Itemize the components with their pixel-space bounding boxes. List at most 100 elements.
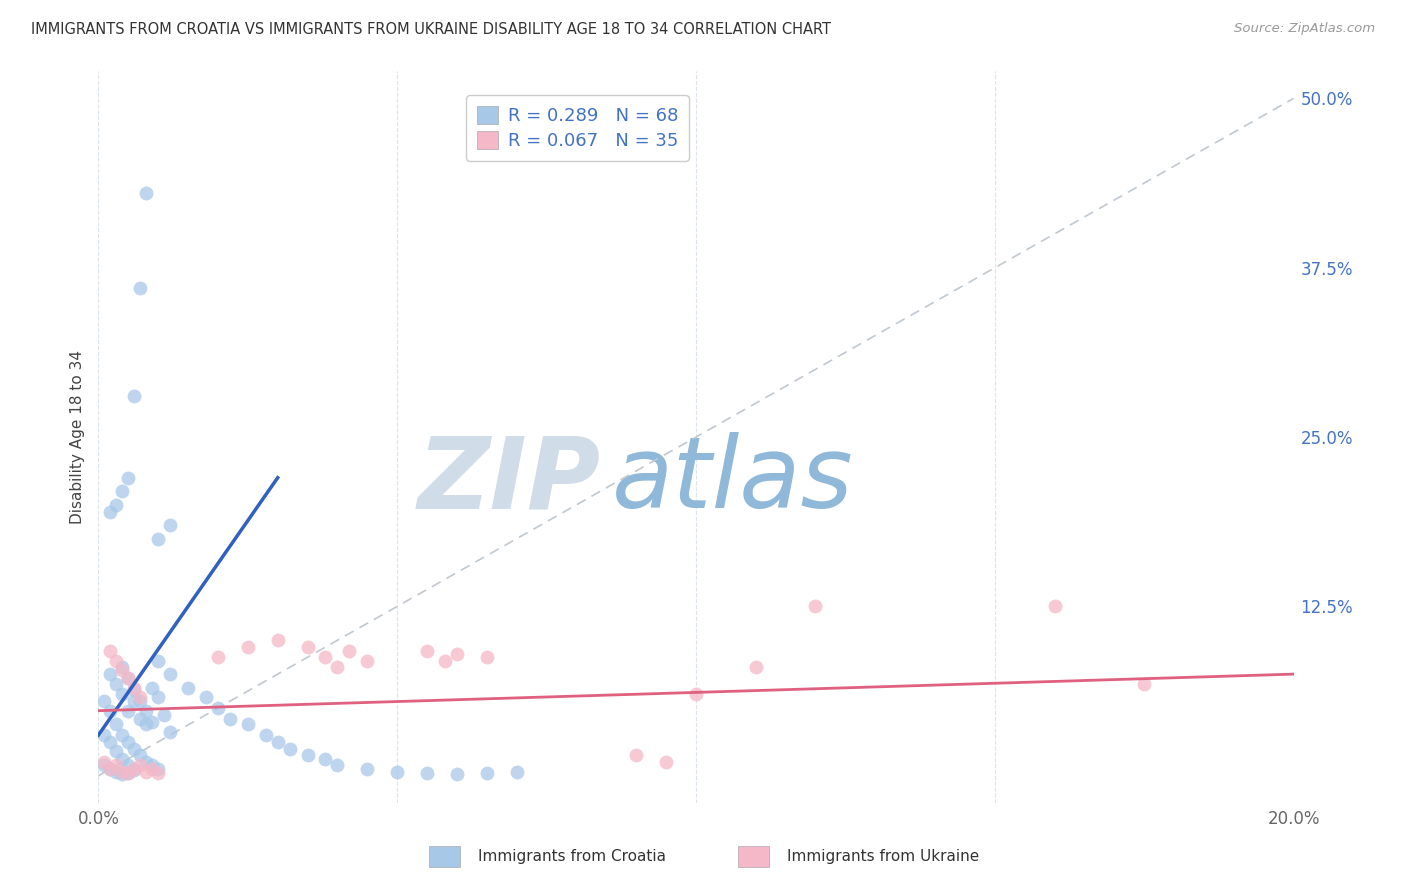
- Point: [117, 766, 139, 780]
- Point: [117, 735, 139, 749]
- Point: [195, 690, 218, 705]
- Point: [111, 660, 134, 674]
- Y-axis label: Disability Age 18 to 34: Disability Age 18 to 34: [69, 350, 84, 524]
- Point: [475, 649, 498, 664]
- Point: [159, 518, 181, 533]
- Point: [1043, 599, 1066, 614]
- Point: [98, 667, 122, 681]
- Point: [356, 654, 378, 668]
- Point: [105, 757, 128, 772]
- Point: [278, 741, 301, 756]
- Point: [129, 281, 152, 295]
- Point: [135, 186, 157, 201]
- Text: Immigrants from Ukraine: Immigrants from Ukraine: [787, 849, 980, 863]
- Point: [315, 752, 337, 766]
- Text: Source: ZipAtlas.com: Source: ZipAtlas.com: [1234, 22, 1375, 36]
- Point: [339, 644, 361, 658]
- Point: [105, 717, 128, 731]
- Point: [141, 714, 163, 729]
- Point: [135, 704, 157, 718]
- Point: [148, 690, 170, 705]
- Point: [98, 762, 122, 776]
- Point: [124, 764, 146, 778]
- Point: [177, 681, 200, 695]
- Point: [135, 717, 157, 731]
- Point: [655, 755, 678, 769]
- Point: [326, 660, 349, 674]
- Point: [236, 717, 259, 731]
- Point: [111, 764, 134, 779]
- Point: [129, 690, 152, 705]
- Point: [297, 748, 319, 763]
- Point: [416, 644, 439, 658]
- Text: atlas: atlas: [613, 433, 853, 530]
- Point: [117, 766, 139, 780]
- Point: [105, 744, 128, 758]
- Point: [159, 725, 181, 739]
- Point: [124, 741, 146, 756]
- Legend: R = 0.289   N = 68, R = 0.067   N = 35: R = 0.289 N = 68, R = 0.067 N = 35: [465, 95, 689, 161]
- Point: [626, 748, 648, 763]
- Point: [148, 532, 170, 546]
- Point: [111, 484, 134, 499]
- Point: [148, 654, 170, 668]
- Point: [111, 752, 134, 766]
- Point: [141, 757, 163, 772]
- Point: [98, 644, 122, 658]
- Point: [135, 755, 157, 769]
- Point: [148, 762, 170, 776]
- Point: [117, 671, 139, 685]
- Point: [98, 505, 122, 519]
- Point: [111, 767, 134, 781]
- Point: [236, 640, 259, 654]
- Point: [416, 766, 439, 780]
- Point: [804, 599, 827, 614]
- Point: [297, 640, 319, 654]
- Point: [98, 704, 122, 718]
- Point: [93, 755, 115, 769]
- Point: [267, 735, 290, 749]
- Point: [105, 764, 128, 779]
- Point: [98, 735, 122, 749]
- Point: [129, 757, 152, 772]
- Point: [98, 762, 122, 776]
- Point: [117, 471, 139, 485]
- Point: [207, 701, 229, 715]
- Point: [475, 766, 498, 780]
- Point: [446, 767, 468, 781]
- Text: Immigrants from Croatia: Immigrants from Croatia: [478, 849, 666, 863]
- Point: [434, 654, 457, 668]
- Point: [117, 757, 139, 772]
- Point: [446, 647, 468, 661]
- Point: [135, 764, 157, 779]
- Point: [105, 676, 128, 690]
- Point: [117, 704, 139, 718]
- Point: [129, 748, 152, 763]
- Point: [124, 389, 146, 403]
- Point: [93, 728, 115, 742]
- Point: [207, 649, 229, 664]
- Point: [105, 498, 128, 512]
- Point: [124, 762, 146, 776]
- Point: [385, 764, 409, 779]
- Point: [267, 633, 290, 648]
- Point: [745, 660, 768, 674]
- Point: [141, 762, 163, 776]
- Point: [129, 712, 152, 726]
- Point: [111, 663, 134, 677]
- Point: [129, 694, 152, 708]
- Point: [105, 654, 128, 668]
- Point: [326, 757, 349, 772]
- Point: [148, 766, 170, 780]
- Point: [93, 757, 115, 772]
- Point: [124, 694, 146, 708]
- Point: [117, 671, 139, 685]
- Point: [506, 764, 529, 779]
- Point: [315, 649, 337, 664]
- Point: [124, 683, 146, 698]
- Point: [111, 728, 134, 742]
- Point: [153, 707, 176, 722]
- Point: [685, 688, 707, 702]
- Text: IMMIGRANTS FROM CROATIA VS IMMIGRANTS FROM UKRAINE DISABILITY AGE 18 TO 34 CORRE: IMMIGRANTS FROM CROATIA VS IMMIGRANTS FR…: [31, 22, 831, 37]
- Point: [1133, 676, 1156, 690]
